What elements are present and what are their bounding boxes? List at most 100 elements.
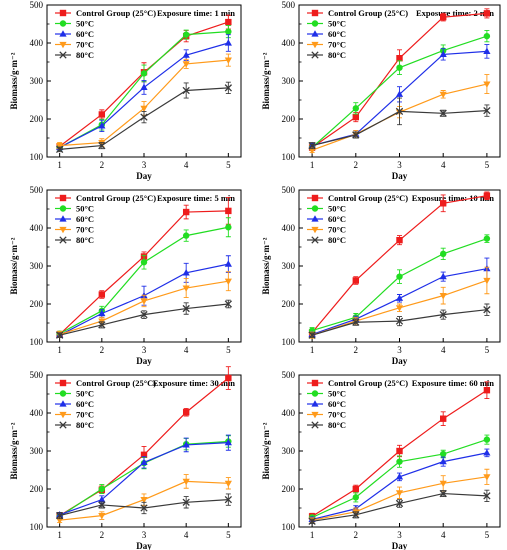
data-point (140, 70, 148, 77)
legend: Control Group (25°C)50°C60°C70°C80°C (55, 8, 156, 60)
data-point (224, 300, 233, 308)
series-4 (56, 474, 232, 524)
x-tick-label: 5 (485, 530, 490, 540)
legend-marker (311, 390, 319, 397)
data-point (396, 64, 403, 71)
data-point (140, 113, 148, 121)
data-point (182, 304, 190, 313)
legend-label: Control Group (25°C) (76, 193, 156, 203)
y-tick-label: 100 (282, 522, 296, 532)
y-tick-label: 300 (30, 261, 44, 271)
x-tick-label: 4 (184, 160, 189, 170)
data-point (140, 259, 148, 266)
series-5 (308, 97, 491, 150)
chart-panel-2: 100 200 300 400 500 1 2 3 4 5 Day Biomass/g·m⁻² Expo… (261, 0, 501, 181)
data-point (182, 61, 190, 68)
y-tick-label: 500 (282, 185, 296, 195)
y-tick-label: 200 (30, 114, 44, 124)
x-axis-label: Day (136, 356, 152, 366)
legend-marker (311, 30, 319, 37)
x-axis-label: Day (392, 356, 408, 366)
data-point (140, 310, 148, 319)
y-tick-label: 500 (282, 0, 296, 10)
legend-marker (59, 30, 67, 37)
y-tick-label: 200 (282, 484, 296, 494)
x-tick-label: 3 (142, 160, 147, 170)
data-point (56, 517, 64, 524)
data-point (98, 513, 106, 520)
y-tick-label: 400 (30, 38, 44, 48)
x-tick-label: 3 (142, 345, 147, 355)
y-tick-label: 300 (282, 76, 296, 86)
legend-label: 70°C (76, 225, 94, 235)
x-tick-label: 1 (57, 160, 62, 170)
legend-label: 50°C (328, 389, 346, 399)
x-tick-label: 4 (184, 345, 189, 355)
legend: Control Group (25°C)50°C60°C70°C80°C (55, 378, 156, 430)
legend-marker (311, 194, 319, 202)
data-point (352, 494, 360, 501)
data-point (224, 39, 232, 46)
x-tick-label: 2 (100, 160, 105, 170)
panel-title: Exposure time: 60 min (412, 378, 495, 388)
series-5 (55, 81, 233, 154)
legend-label: 60°C (76, 214, 94, 224)
series-4 (56, 271, 232, 339)
data-point (483, 277, 491, 285)
series-3 (56, 434, 232, 518)
data-point (483, 474, 491, 481)
data-point (225, 224, 232, 231)
data-point (395, 294, 404, 301)
y-tick-label: 100 (30, 337, 44, 347)
data-point (140, 504, 148, 512)
data-point (225, 374, 232, 382)
panel-title: Exposure time: 10 min (412, 193, 495, 203)
legend: Control Group (25°C)50°C60°C70°C80°C (307, 193, 408, 245)
y-tick-label: 300 (282, 261, 296, 271)
data-point (395, 305, 404, 312)
data-point (182, 269, 190, 276)
legend-label: 50°C (76, 204, 94, 214)
data-point (224, 495, 233, 504)
data-point (140, 458, 148, 465)
data-point (483, 81, 491, 88)
data-point (439, 91, 447, 99)
legend-marker (311, 236, 319, 244)
x-tick-label: 1 (57, 530, 62, 540)
data-point (225, 207, 232, 215)
data-point (439, 310, 447, 319)
y-axis-label: Biomass/g·m⁻² (261, 422, 271, 479)
y-tick-label: 300 (30, 446, 44, 456)
x-tick-label: 3 (142, 530, 147, 540)
series-5 (308, 303, 491, 339)
legend-marker (311, 226, 319, 234)
data-point (308, 141, 316, 150)
legend-marker (311, 421, 319, 429)
data-point (182, 51, 190, 58)
data-point (55, 511, 64, 520)
legend-label: 60°C (76, 399, 94, 409)
y-tick-label: 200 (30, 484, 44, 494)
data-point (395, 490, 404, 497)
y-tick-label: 100 (30, 152, 44, 162)
data-point (225, 28, 232, 35)
legend-label: 50°C (76, 389, 94, 399)
data-point (396, 55, 403, 62)
legend-label: Control Group (25°C) (328, 193, 408, 203)
legend-marker (311, 379, 319, 387)
legend-marker (59, 421, 67, 429)
x-axis-label: Day (136, 171, 152, 181)
x-tick-label: 1 (57, 345, 62, 355)
data-point (483, 449, 491, 456)
data-point (98, 321, 106, 329)
x-axis-label: Day (136, 541, 152, 550)
data-point (439, 272, 447, 280)
data-point (55, 331, 64, 339)
legend-marker (311, 20, 319, 27)
legend-marker (59, 205, 67, 212)
legend-label: 80°C (328, 50, 346, 60)
data-point (352, 318, 360, 326)
legend-marker (59, 41, 67, 49)
data-point (140, 451, 148, 458)
legend-marker (59, 20, 67, 27)
